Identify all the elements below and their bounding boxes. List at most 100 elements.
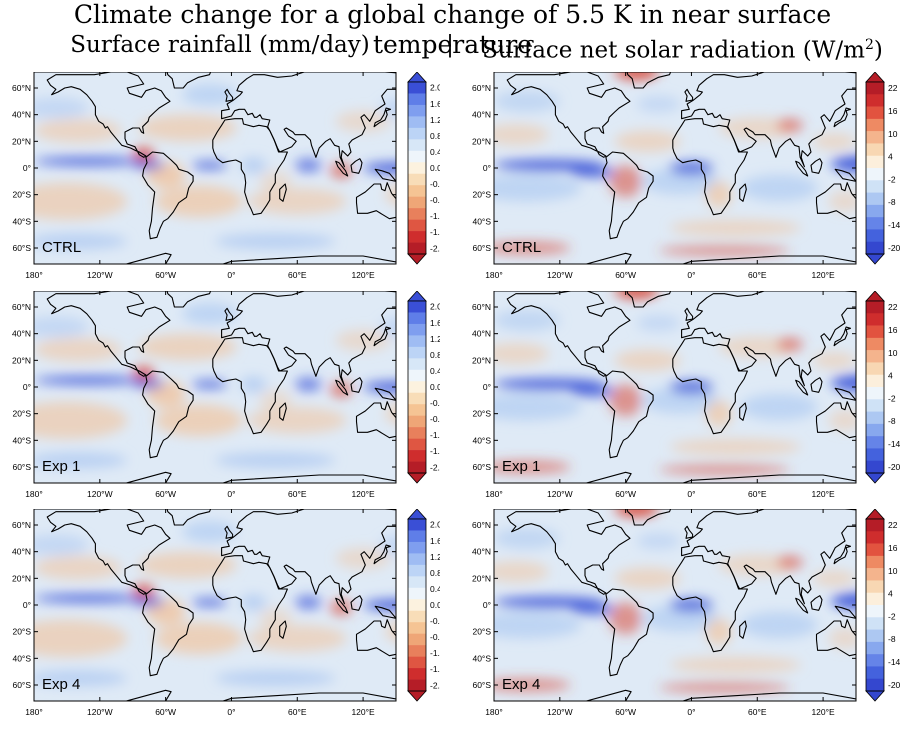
colorbar-swatch (866, 629, 884, 643)
lon-label: 120°W (547, 489, 573, 499)
lon-label: 180° (485, 270, 503, 280)
colorbar-tick-label: -2.0 (430, 243, 440, 253)
field-patch (828, 627, 856, 649)
lat-label: 40°N (472, 110, 491, 120)
field-patch (494, 174, 582, 202)
experiment-label: Exp 4 (42, 676, 80, 693)
coastline-africa (672, 337, 748, 435)
colorbar-swatch (866, 641, 884, 655)
field-patch (363, 599, 396, 611)
coastline-antarctica (124, 471, 396, 483)
field-patch (34, 534, 89, 556)
colorbar-swatch (408, 599, 426, 612)
coastline-australia (815, 182, 856, 220)
lon-label: 120°W (547, 707, 573, 717)
lat-label: 20°N (12, 355, 31, 365)
lon-label: 60°E (748, 270, 767, 280)
field-patch (494, 678, 571, 692)
colorbar-frame (407, 518, 427, 692)
field-layer (494, 291, 856, 475)
field-patch (614, 567, 681, 589)
coastline-samerica (142, 370, 194, 459)
colorbar-solar: 22 16 10 4 -2 -8 -14 -20 (865, 290, 901, 484)
lat-label: 20°S (472, 190, 491, 200)
coastlines (506, 509, 856, 701)
field-patch (363, 162, 396, 174)
colorbar-bottom-arrow (865, 690, 885, 702)
coastline-africa (672, 555, 748, 653)
field-patch (658, 682, 791, 693)
colorbar-tick-label: 4 (888, 371, 893, 381)
lat-label: 0° (23, 600, 31, 610)
coastline-borneo (810, 595, 823, 611)
field-patch (740, 611, 818, 639)
colorbar-swatch (866, 204, 884, 218)
colorbar-swatch (866, 180, 884, 193)
field-patch (385, 184, 396, 205)
lat-label: 20°N (12, 136, 31, 146)
coastline-antarctica (124, 689, 396, 701)
colorbar-swatch (866, 580, 884, 594)
coastline-newguinea (834, 605, 856, 619)
map-svg-solar-exp4: 60°N 40°N 20°N 0° 20°S 40°S 60°S 180° 120°W 60°W 0… (472, 508, 901, 717)
field-patch (34, 670, 128, 687)
coastline-samerica (602, 370, 654, 459)
field-patch (494, 241, 571, 255)
colorbar-tick-label: -14 (888, 220, 900, 230)
lon-label: 60°W (155, 707, 176, 717)
colorbar-swatch (408, 656, 426, 669)
colorbar-swatch (408, 679, 426, 692)
field-layer (34, 84, 396, 250)
coastline-samerica (142, 588, 194, 677)
colorbar-tick-label: 0.4 (430, 147, 440, 157)
lat-label: 60°N (12, 83, 31, 93)
lat-label: 60°S (12, 462, 31, 472)
lon-label: 120°E (811, 489, 835, 499)
coastline-britain (684, 525, 694, 539)
colorbar-tick-label: 10 (888, 129, 898, 139)
field-patch (494, 90, 560, 112)
lon-label: 60°E (748, 489, 767, 499)
field-patch (34, 118, 122, 143)
experiment-label: Exp 1 (502, 458, 540, 475)
field-patch (191, 598, 228, 607)
field-patch (215, 452, 336, 469)
colorbar-swatch (866, 94, 884, 107)
field-patch (812, 352, 856, 369)
field-patch (658, 245, 791, 256)
coastline-sumatra (795, 597, 809, 614)
field-patch (385, 403, 396, 424)
lon-label: 120°E (351, 707, 375, 717)
colorbar-swatch (866, 313, 884, 326)
coastline-sumatra (335, 160, 349, 177)
colorbar-tick-label: -1.6 (430, 664, 440, 674)
field-patch (570, 166, 615, 178)
field-patch (34, 97, 89, 119)
field-patch (609, 384, 643, 417)
coastline-australia (355, 182, 396, 220)
field-patch (191, 380, 228, 389)
lat-label: 40°N (12, 110, 31, 120)
field-patch (133, 598, 165, 607)
field-patch (642, 605, 719, 632)
colorbar-swatch (408, 116, 426, 129)
lat-label: 0° (23, 382, 31, 392)
colorbar-tick-label: 1.6 (430, 536, 440, 546)
colorbar-tick-label: -1.6 (430, 446, 440, 456)
coastline-britain (684, 88, 694, 102)
colorbar-tick-label: 16 (888, 543, 898, 553)
colorbar-top-arrow (865, 508, 885, 520)
coastline-samerica (602, 588, 654, 677)
field-patch (154, 404, 243, 437)
coastline-sumatra (795, 160, 809, 177)
map-panel-rain-exp4: 60°N 40°N 20°N 0° 20°S 40°S 60°S 180° 120°W 60°W 0… (0, 508, 445, 732)
coastline-sumatra (335, 597, 349, 614)
colorbar-frame (865, 518, 885, 692)
field-patch (614, 349, 681, 371)
colorbar-swatch (408, 219, 426, 232)
field-patch (295, 158, 322, 172)
coastline-borneo (350, 595, 363, 611)
colorbar-tick-label: 0.4 (430, 366, 440, 376)
lat-label: 60°N (12, 302, 31, 312)
colorbar-swatch (408, 530, 426, 543)
